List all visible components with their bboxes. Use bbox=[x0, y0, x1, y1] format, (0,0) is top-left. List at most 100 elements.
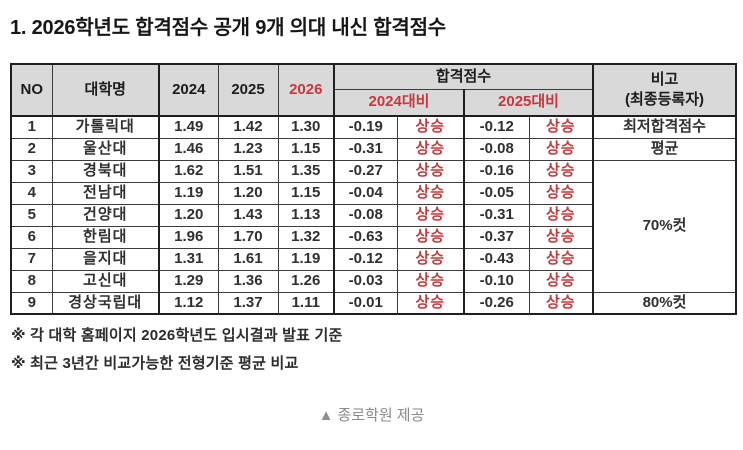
cell-trend-2024: 상승 bbox=[396, 269, 465, 293]
cell-no: 9 bbox=[10, 291, 53, 315]
cell-trend-2024: 상승 bbox=[396, 181, 465, 205]
cell-university: 전남대 bbox=[51, 181, 160, 205]
cell-university: 고신대 bbox=[51, 269, 160, 293]
cell-2025: 1.70 bbox=[217, 225, 279, 249]
cell-2025: 1.36 bbox=[217, 269, 279, 293]
cell-diff-2024: -0.03 bbox=[333, 269, 398, 293]
cell-trend-2025: 상승 bbox=[528, 159, 595, 183]
cell-no: 5 bbox=[10, 203, 53, 227]
cell-remark: 평균 bbox=[592, 137, 737, 161]
col-header-remark: 비고 (최종등록자) bbox=[592, 63, 737, 117]
header-row-sub: 2024대비 2025대비 bbox=[11, 88, 736, 117]
cell-trend-2024: 상승 bbox=[396, 115, 465, 139]
col-header-2025: 2025 bbox=[217, 63, 279, 117]
cell-diff-2025: -0.43 bbox=[463, 247, 530, 271]
cell-trend-2025: 상승 bbox=[528, 115, 595, 139]
cell-2024: 1.20 bbox=[158, 203, 219, 227]
cell-diff-2024: -0.31 bbox=[333, 137, 398, 161]
cell-diff-2025: -0.37 bbox=[463, 225, 530, 249]
cell-trend-2025: 상승 bbox=[528, 181, 595, 205]
cell-2026: 1.26 bbox=[277, 269, 335, 293]
remark-header-line1: 비고 bbox=[650, 70, 679, 88]
col-header-pass-score-group: 합격점수 bbox=[333, 63, 595, 90]
cell-trend-2025: 상승 bbox=[528, 225, 595, 249]
header-row-top: NO 대학명 2024 2025 2026 합격점수 비고 (최종등록자) bbox=[10, 63, 737, 117]
cell-2026: 1.35 bbox=[277, 159, 335, 183]
cell-diff-2025: -0.31 bbox=[463, 203, 530, 227]
cell-remark: 최저합격점수 bbox=[592, 115, 737, 139]
cell-trend-2024: 상승 bbox=[396, 247, 465, 271]
table-row: 1 가톨릭대 1.49 1.42 1.30 -0.19 상승 -0.12 상승 … bbox=[10, 115, 737, 139]
cell-2026: 1.15 bbox=[277, 137, 335, 161]
col-header-2026: 2026 bbox=[277, 63, 335, 117]
cell-diff-2024: -0.01 bbox=[333, 291, 398, 315]
table-row: 7 을지대 1.31 1.61 1.19 -0.12 상승 -0.43 상승 bbox=[10, 247, 736, 271]
credit-text: 종로학원 제공 bbox=[337, 407, 425, 424]
cell-2024: 1.19 bbox=[158, 181, 219, 205]
cell-2024: 1.29 bbox=[158, 269, 219, 293]
cell-remark-merged: 70%컷 bbox=[592, 159, 737, 293]
col-header-vs2025: 2025대비 bbox=[463, 88, 595, 117]
cell-university: 한림대 bbox=[51, 225, 160, 249]
cell-2026: 1.13 bbox=[277, 203, 335, 227]
cell-diff-2025: -0.12 bbox=[463, 115, 530, 139]
cell-2024: 1.96 bbox=[158, 225, 219, 249]
cell-diff-2024: -0.19 bbox=[333, 115, 398, 139]
cell-2025: 1.43 bbox=[217, 203, 279, 227]
footnotes: ※ 각 대학 홈페이지 2026학년도 입시결과 발표 기준 ※ 최근 3년간 … bbox=[11, 324, 343, 380]
cell-trend-2025: 상승 bbox=[528, 269, 595, 293]
cell-2025: 1.42 bbox=[217, 115, 279, 139]
table-row: 3 경북대 1.62 1.51 1.35 -0.27 상승 -0.16 상승 7… bbox=[10, 159, 737, 293]
cell-2024: 1.31 bbox=[158, 247, 219, 271]
col-header-vs2024: 2024대비 bbox=[333, 88, 465, 117]
cell-trend-2025: 상승 bbox=[528, 203, 595, 227]
table-row: 9 경상국립대 1.12 1.37 1.11 -0.01 상승 -0.26 상승… bbox=[10, 291, 737, 315]
cell-diff-2024: -0.04 bbox=[333, 181, 398, 205]
footnote-source: ※ 각 대학 홈페이지 2026학년도 입시결과 발표 기준 bbox=[11, 327, 343, 344]
cell-university: 건양대 bbox=[51, 203, 160, 227]
cell-diff-2025: -0.05 bbox=[463, 181, 530, 205]
cell-no: 4 bbox=[10, 181, 53, 205]
cell-university: 경상국립대 bbox=[51, 291, 160, 315]
cell-university: 을지대 bbox=[51, 247, 160, 271]
cell-2025: 1.37 bbox=[217, 291, 279, 315]
cell-trend-2024: 상승 bbox=[396, 137, 465, 161]
cell-2024: 1.46 bbox=[158, 137, 219, 161]
remark-header-line2: (최종등록자) bbox=[625, 91, 705, 108]
cell-diff-2024: -0.08 bbox=[333, 203, 398, 227]
cell-diff-2024: -0.63 bbox=[333, 225, 398, 249]
cell-2026: 1.19 bbox=[277, 247, 335, 271]
col-header-no: NO bbox=[10, 63, 53, 117]
cell-diff-2024: -0.12 bbox=[333, 247, 398, 271]
cell-2024: 1.62 bbox=[158, 159, 219, 183]
table-row: 8 고신대 1.29 1.36 1.26 -0.03 상승 -0.10 상승 bbox=[10, 269, 736, 293]
cell-university: 경북대 bbox=[51, 159, 160, 183]
footnote-method: ※ 최근 3년간 비교가능한 전형기준 평균 비교 bbox=[11, 355, 299, 372]
cell-trend-2024: 상승 bbox=[396, 291, 465, 315]
col-header-university: 대학명 bbox=[51, 63, 160, 117]
cell-university: 울산대 bbox=[51, 137, 160, 161]
col-header-2024: 2024 bbox=[158, 63, 219, 117]
triangle-up-icon: ▲ bbox=[318, 407, 334, 424]
cell-no: 6 bbox=[10, 225, 53, 249]
table-row: 5 건양대 1.20 1.43 1.13 -0.08 상승 -0.31 상승 bbox=[10, 203, 736, 227]
cell-2024: 1.49 bbox=[158, 115, 219, 139]
cell-diff-2025: -0.16 bbox=[463, 159, 530, 183]
cell-2026: 1.30 bbox=[277, 115, 335, 139]
cell-2025: 1.61 bbox=[217, 247, 279, 271]
image-credit: ▲ 종로학원 제공 bbox=[0, 404, 743, 425]
score-table: NO 대학명 2024 2025 2026 합격점수 비고 (최종등록자) 20… bbox=[10, 63, 738, 315]
cell-2025: 1.51 bbox=[217, 159, 279, 183]
cell-trend-2025: 상승 bbox=[528, 247, 595, 271]
cell-remark: 80%컷 bbox=[592, 291, 737, 315]
cell-2025: 1.23 bbox=[217, 137, 279, 161]
cell-trend-2024: 상승 bbox=[396, 159, 465, 183]
cell-diff-2024: -0.27 bbox=[333, 159, 398, 183]
cell-diff-2025: -0.26 bbox=[463, 291, 530, 315]
table-row: 6 한림대 1.96 1.70 1.32 -0.63 상승 -0.37 상승 bbox=[10, 225, 736, 249]
cell-2025: 1.20 bbox=[217, 181, 279, 205]
cell-2026: 1.32 bbox=[277, 225, 335, 249]
cell-no: 1 bbox=[10, 115, 53, 139]
cell-trend-2024: 상승 bbox=[396, 203, 465, 227]
